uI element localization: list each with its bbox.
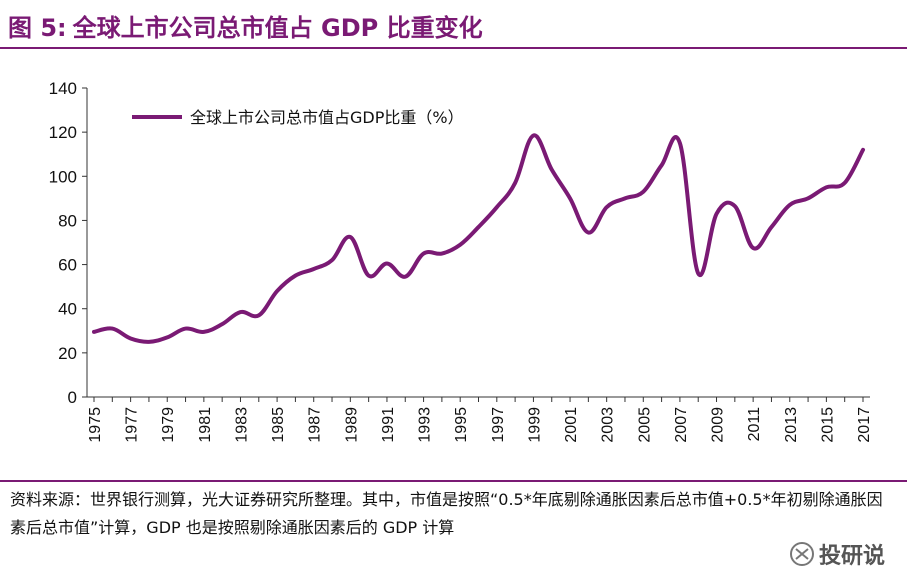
watermark-logo-icon	[789, 542, 814, 566]
x-tick-label: 1985	[270, 407, 287, 443]
x-tick-label: 2009	[710, 407, 727, 443]
x-tick-label: 2005	[636, 407, 653, 443]
x-tick-label: 1989	[343, 407, 360, 443]
series-line	[92, 133, 865, 344]
y-tick-label: 60	[58, 256, 77, 275]
title-divider	[0, 47, 907, 49]
x-tick-label: 1975	[87, 407, 104, 443]
x-tick-label: 1979	[160, 407, 177, 443]
source-note: 资料来源：世界银行测算，光大证券研究所整理。其中，市值是按照“0.5*年底剔除通…	[10, 490, 883, 537]
x-tick-label: 2017	[856, 407, 873, 443]
y-tick-label: 80	[58, 211, 77, 230]
x-tick-label: 1977	[124, 407, 141, 443]
x-tick-label: 1993	[417, 407, 434, 443]
x-tick-label: 2007	[673, 407, 690, 443]
x-tick-label: 1987	[307, 407, 324, 443]
figure-number: 图 5:	[8, 13, 67, 42]
y-tick-label: 100	[49, 167, 77, 186]
chart-legend: 全球上市公司总市值占GDP比重（%）	[132, 108, 464, 127]
x-tick-label: 1983	[233, 407, 250, 443]
x-tick-label: 1995	[453, 407, 470, 443]
watermark-text: 投研说	[818, 544, 885, 569]
watermark: 投研说	[789, 538, 885, 570]
y-tick-label: 20	[58, 344, 77, 363]
x-tick-label: 2011	[746, 407, 763, 442]
line-chart: 0 20 40 60 80 100 120 140 1975 1977 1979 1981 1983 19…	[49, 79, 873, 443]
y-tick-label: 140	[49, 79, 77, 98]
x-tick-label: 1997	[490, 407, 507, 443]
source-divider	[0, 480, 907, 482]
y-tick-label: 0	[68, 388, 77, 407]
x-tick-label: 1999	[526, 407, 543, 443]
y-tick-label: 120	[49, 123, 77, 142]
x-tick-label: 2001	[563, 407, 580, 443]
chart-series	[92, 133, 865, 344]
x-tick-label: 2003	[600, 407, 617, 443]
chart-axes: 0 20 40 60 80 100 120 140 1975 1977 1979 1981 1983 19…	[49, 79, 873, 443]
legend-label: 全球上市公司总市值占GDP比重（%）	[190, 108, 464, 127]
x-tick-label: 2013	[783, 407, 800, 443]
x-tick-label: 1981	[197, 407, 214, 443]
figure-title: 全球上市公司总市值占 GDP 比重变化	[72, 13, 483, 42]
figure-title-bar: 图 5: 全球上市公司总市值占 GDP 比重变化	[8, 6, 899, 44]
x-tick-label: 1991	[380, 407, 397, 443]
x-tick-label: 2015	[819, 407, 836, 443]
y-tick-label: 40	[58, 300, 77, 319]
